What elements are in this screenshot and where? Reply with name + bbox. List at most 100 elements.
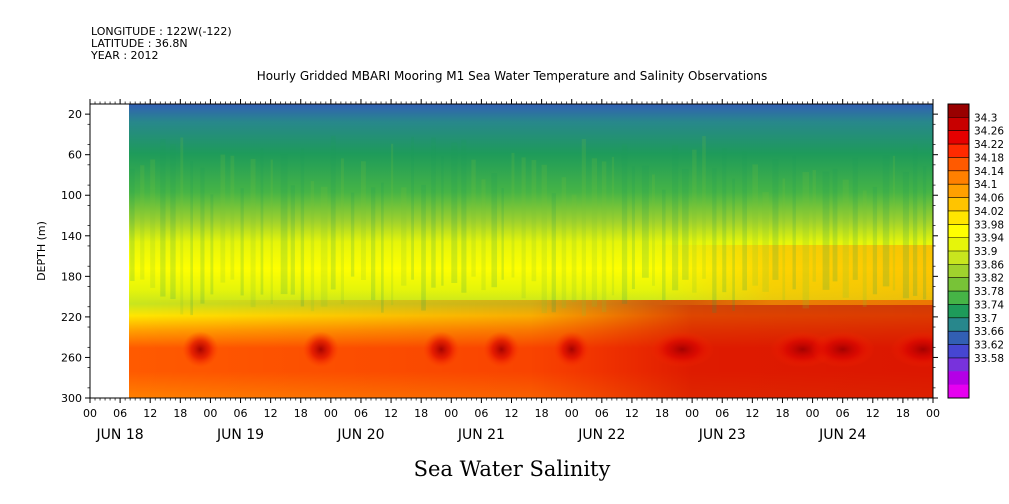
x-tick-label: 00 (324, 407, 338, 420)
x-tick-label: 06 (715, 407, 729, 420)
colorbar-swatch (948, 331, 969, 346)
colorbar-label: 34.18 (974, 152, 1004, 164)
x-tick-label: 00 (685, 407, 699, 420)
mid-depth-warm-overlay (129, 245, 933, 305)
variability-streak (260, 148, 264, 295)
colorbar-swatch (948, 170, 969, 185)
colorbar-label: 33.94 (974, 233, 1004, 245)
variability-streak (802, 172, 810, 309)
colorbar-swatch (948, 277, 969, 292)
colorbar-swatch (948, 184, 969, 199)
variability-streak (481, 179, 486, 291)
colorbar-swatch (948, 371, 969, 386)
variability-streak (511, 152, 515, 278)
y-tick-label: 140 (61, 230, 82, 243)
variability-streak (210, 194, 214, 295)
colorbar-swatch (948, 144, 969, 158)
variability-streak (792, 155, 796, 290)
colorbar-swatch (948, 357, 969, 372)
variability-streak (591, 158, 598, 307)
variability-streak (571, 194, 577, 303)
variability-streak (280, 154, 288, 295)
variability-streak (451, 142, 458, 284)
x-tick-label: 12 (384, 407, 398, 420)
x-tick-label: 18 (896, 407, 910, 420)
variability-streak (852, 157, 858, 280)
x-tick-label: 12 (625, 407, 639, 420)
year-label: YEAR : 2012 (90, 49, 159, 62)
y-tick-label: 180 (61, 270, 82, 283)
y-tick-label: 260 (61, 351, 82, 364)
variability-streak (902, 171, 909, 299)
x-tick-label: 18 (775, 407, 789, 420)
longitude-label: LONGITUDE : 122W(-122) (91, 25, 232, 38)
variability-streak (601, 161, 607, 313)
variability-streak (722, 147, 727, 293)
variability-streak (621, 143, 628, 304)
variability-streak (652, 174, 655, 286)
variability-streak (842, 179, 849, 298)
variability-streak (431, 137, 436, 288)
colorbar-label: 33.82 (974, 273, 1004, 285)
variability-streak (290, 185, 295, 295)
x-tick-label: 00 (203, 407, 217, 420)
x-tick-label: 06 (474, 407, 488, 420)
variability-streak (822, 171, 830, 290)
colorbar-label: 34.1 (974, 179, 997, 191)
variability-streak (350, 192, 355, 277)
variability-streak (130, 168, 135, 282)
colorbar-swatch (948, 304, 969, 319)
colorbar-swatch (948, 210, 969, 225)
colorbar-swatch (948, 317, 969, 332)
variability-streak (200, 167, 205, 304)
colorbar-swatch (948, 264, 969, 279)
variability-streak (501, 188, 504, 280)
variability-streak (692, 149, 697, 293)
variability-streak (641, 165, 649, 278)
colorbar-label: 34.22 (974, 139, 1004, 151)
variability-streak (150, 159, 156, 288)
variability-streak (270, 159, 273, 304)
variability-streak (862, 190, 867, 307)
variability-streak (441, 156, 444, 286)
colorbar-swatch (948, 251, 969, 265)
salinity-max-blob (302, 331, 339, 368)
variability-streak (180, 137, 184, 315)
y-tick-label: 100 (61, 189, 82, 202)
y-tick-label: 220 (61, 311, 82, 324)
colorbar-label: 33.7 (974, 313, 997, 325)
variability-streak (391, 143, 394, 306)
variability-streak (752, 164, 759, 286)
x-axis-label: Sea Water Salinity (414, 457, 611, 481)
variability-streak (411, 136, 414, 280)
salinity-max-blob (423, 331, 460, 368)
colorbar-label: 34.26 (974, 126, 1004, 138)
variability-streak (662, 189, 666, 301)
x-tick-label: 18 (173, 407, 187, 420)
variability-streak (541, 164, 547, 314)
salinity-max-blob (650, 331, 715, 368)
x-tick-label: 12 (264, 407, 278, 420)
vertical-streaks (130, 135, 927, 316)
y-axis: 20 60 100 140 180 220 260 300 (61, 108, 938, 405)
variability-streak (762, 192, 769, 292)
variability-streak (912, 143, 918, 296)
x-day-label: JUN 20 (336, 427, 384, 443)
variability-streak (310, 181, 315, 312)
x-tick-label: 00 (926, 407, 940, 420)
colorbar-swatch (948, 291, 969, 305)
variability-streak (421, 184, 426, 311)
variability-streak (140, 165, 145, 280)
variability-streak (471, 159, 476, 277)
chart-title: Hourly Gridded MBARI Mooring M1 Sea Wate… (257, 69, 768, 83)
variability-streak (812, 170, 816, 282)
colorbar-label: 33.74 (974, 299, 1004, 311)
colorbar-swatch (948, 224, 969, 239)
variability-streak (240, 188, 244, 296)
variability-streak (922, 166, 927, 300)
variability-streak (682, 168, 689, 280)
x-tick-label: 18 (414, 407, 428, 420)
salinity-max-blob (483, 331, 520, 368)
colorbar-label: 34.3 (974, 112, 997, 124)
